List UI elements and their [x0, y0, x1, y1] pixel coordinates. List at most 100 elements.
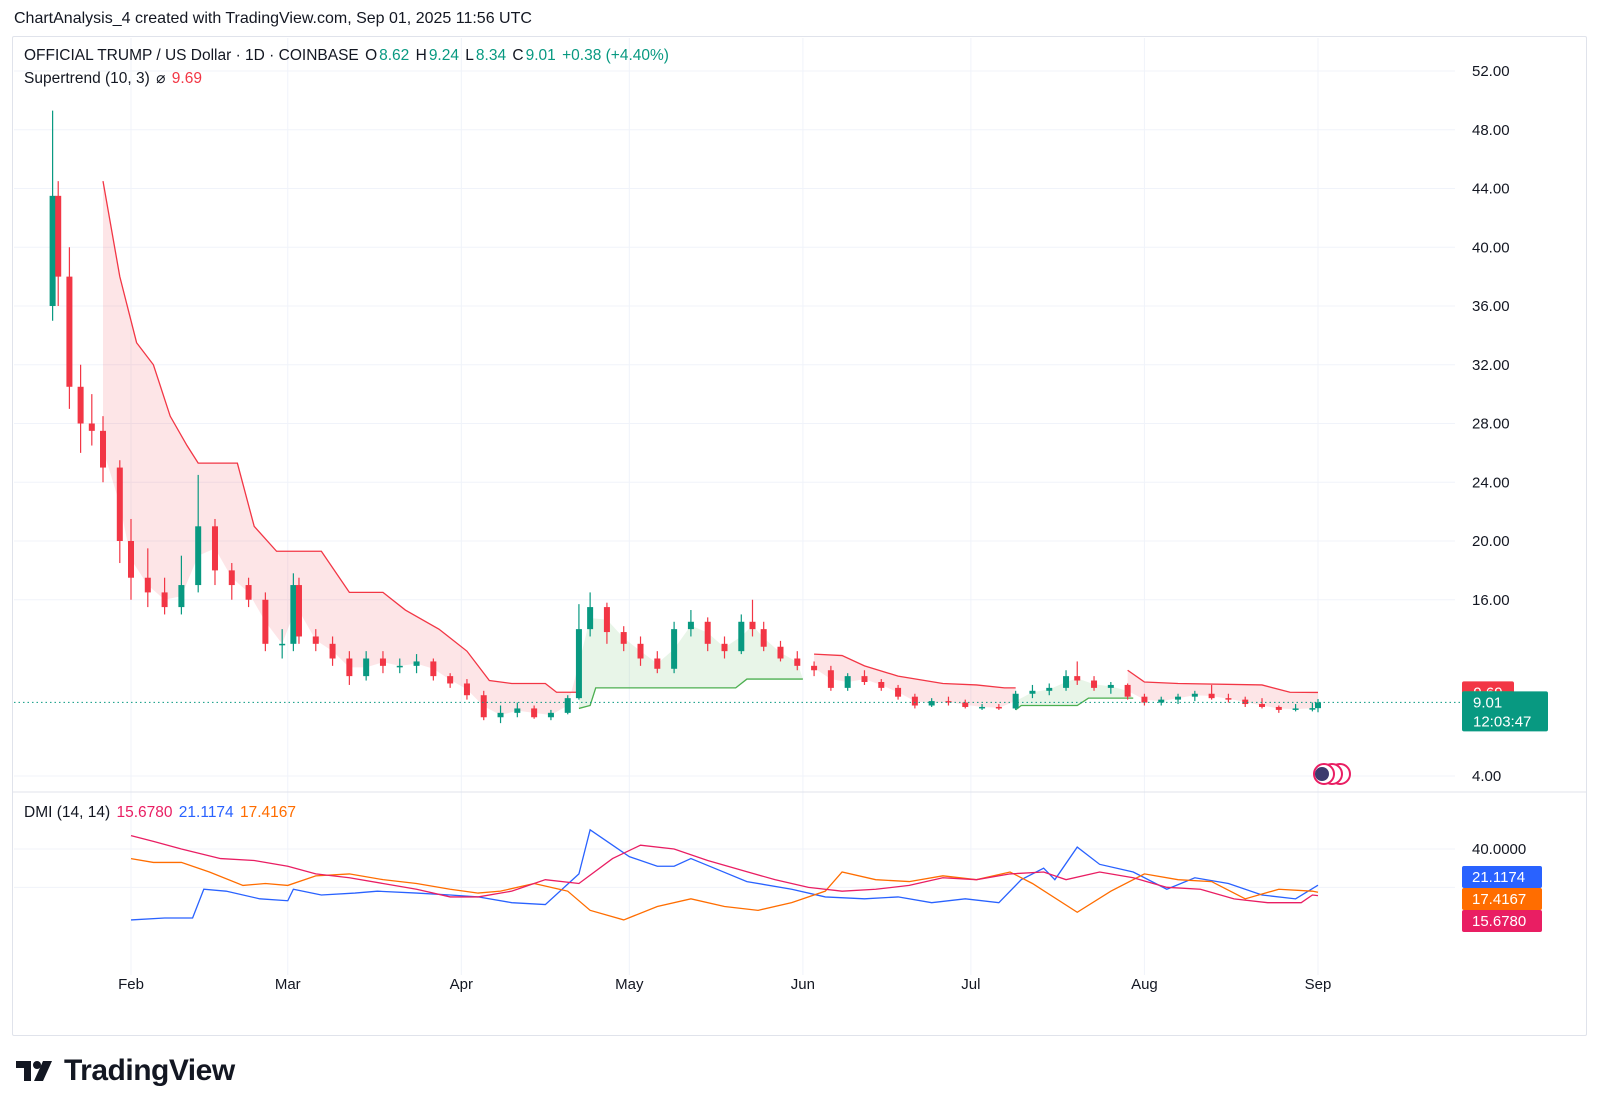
candle-body [262, 599, 269, 644]
supertrend-legend: Supertrend (10, 3) ⌀ 9.69 [24, 69, 204, 88]
supertrend-line [102, 181, 579, 693]
price-axis-tick: 36.00 [1472, 298, 1510, 315]
supertrend-fill [1127, 670, 1318, 710]
candle-body [480, 695, 487, 718]
price-axis-tick: 16.00 [1472, 592, 1510, 609]
price-axis-tick: 4.00 [1472, 768, 1501, 785]
candle-body [1074, 676, 1081, 681]
candle-body [430, 661, 437, 677]
supertrend-line [1127, 669, 1319, 694]
time-axis-tick: Aug [1131, 976, 1158, 993]
candle-body [128, 541, 134, 578]
dmi-legend: DMI (14, 14) 15.6780 21.1174 17.4167 [24, 804, 298, 822]
candle-body [1191, 693, 1198, 697]
supertrend-line [814, 653, 1016, 689]
chart-frame [12, 36, 1587, 1036]
candle-body [363, 658, 370, 677]
price-axis-tick: 40.00 [1472, 239, 1510, 256]
candle-body [1292, 708, 1299, 710]
candle-body [290, 585, 297, 644]
candle-body [1309, 708, 1316, 710]
candle-body [811, 665, 818, 671]
candle-body [721, 643, 728, 652]
candle-body [413, 661, 420, 666]
candle-body [531, 708, 538, 718]
price-axis-tick: 24.00 [1472, 474, 1510, 491]
candle-body [962, 702, 969, 707]
open-label: O [365, 47, 378, 64]
dmi-line-minus [130, 834, 1319, 904]
price-axis-tick: 52.00 [1472, 63, 1510, 80]
time-axis-tick: Jun [791, 976, 815, 993]
time-axis-tick: Jul [961, 976, 980, 993]
candle-body [911, 696, 918, 706]
candle-body [1225, 698, 1232, 700]
dmi-adx-label-bg [1462, 888, 1542, 910]
candle-body [1208, 693, 1215, 699]
candle-body [928, 701, 935, 706]
supertrend-value: 9.69 [171, 70, 202, 87]
dmi-axis-tick: 40.0000 [1472, 841, 1526, 858]
candle-body [844, 676, 851, 688]
symbol-label[interactable]: OFFICIAL TRUMP / US Dollar · 1D · COINBA… [24, 47, 359, 64]
candle-body [895, 687, 902, 697]
candle-body [178, 585, 185, 608]
candle-body [379, 658, 386, 666]
candle-body [329, 643, 336, 659]
candle-body [738, 621, 745, 652]
candle-body [211, 526, 218, 571]
candle-body [161, 592, 168, 608]
dmi-plus-value: 21.1174 [178, 804, 234, 821]
supertrend-label[interactable]: Supertrend (10, 3) [24, 70, 150, 87]
chart-attribution: ChartAnalysis_4 created with TradingView… [14, 10, 532, 27]
price-axis-tick: 48.00 [1472, 122, 1510, 139]
us-flag-icon [1315, 767, 1329, 781]
dmi-plus-label-bg [1462, 866, 1542, 888]
open-value: 8.62 [379, 47, 410, 64]
candle-body [279, 643, 286, 646]
candle-body [1259, 704, 1266, 707]
tradingview-logo-icon [16, 1061, 52, 1081]
candle-body [760, 629, 767, 647]
candle-body [564, 698, 571, 713]
candle-body [49, 195, 56, 306]
candle-body [749, 621, 756, 630]
candle-body [514, 708, 521, 713]
last-price-label-bg [1462, 691, 1548, 732]
candle-body [995, 706, 1002, 709]
candle-body [1315, 702, 1321, 709]
candle-body [547, 712, 554, 718]
candle-body [88, 423, 95, 431]
low-label: L [465, 47, 474, 64]
main-legend: OFFICIAL TRUMP / US Dollar · 1D · COINBA… [24, 47, 671, 65]
dmi-adx-value: 17.4167 [240, 804, 297, 821]
supertrend-fill [814, 654, 1016, 708]
high-value: 9.24 [428, 47, 459, 64]
candle-body [463, 683, 470, 696]
close-value: 9.01 [525, 47, 556, 64]
time-axis-tick: Mar [275, 976, 301, 993]
candle-body [794, 658, 801, 666]
candle-body [100, 430, 107, 468]
candle-body [945, 701, 952, 703]
candle-body [1107, 684, 1114, 688]
candle-body [77, 386, 84, 424]
candle-body [245, 585, 252, 600]
tradingview-logo[interactable]: TradingView [16, 1054, 235, 1088]
candle-body [497, 712, 504, 718]
supertrend-line [1015, 697, 1134, 711]
low-value: 8.34 [475, 47, 507, 64]
dmi-minus-label-bg [1462, 910, 1542, 932]
candle-body [66, 276, 73, 387]
dmi-plus-label: 21.1174 [1472, 869, 1525, 886]
time-axis-tick: Apr [450, 976, 473, 993]
tradingview-wordmark: TradingView [64, 1054, 235, 1087]
candle-body [1275, 706, 1282, 710]
time-axis-tick: Feb [118, 976, 144, 993]
dmi-label[interactable]: DMI (14, 14) [24, 804, 111, 821]
time-axis-tick: May [615, 976, 644, 993]
time-axis-tick: Sep [1305, 976, 1332, 993]
last-price-label: 9.01 [1473, 694, 1502, 711]
candle-body [687, 621, 694, 630]
